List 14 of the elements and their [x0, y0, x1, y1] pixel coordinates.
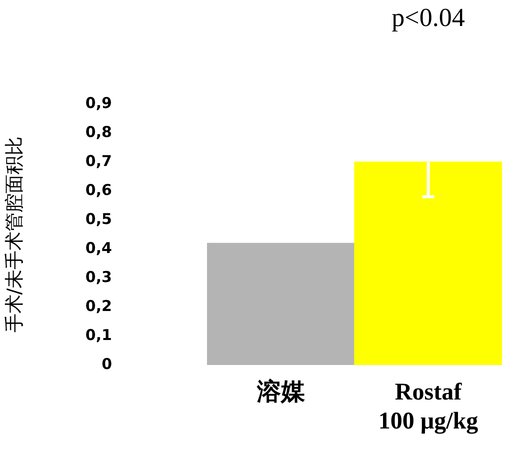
y-tick-label: 0,5	[85, 210, 112, 228]
y-tick-label: 0,3	[85, 268, 112, 286]
y-tick-label: 0,8	[85, 122, 112, 141]
text: p<0.04	[392, 2, 465, 32]
y-tick-label: 0,9	[85, 94, 112, 112]
y-tick-label: 0,6	[85, 180, 112, 199]
y-tick-label: 0,2	[85, 296, 112, 315]
y-axis-title: 手术/未手术管腔面积比	[3, 136, 26, 333]
x-tick-label: Rostaf 100 µg/kg	[378, 380, 478, 434]
y-tick-label: 0,7	[85, 152, 112, 170]
x-tick-label: 溶媒	[256, 378, 305, 406]
y-tick-label: 0	[102, 354, 112, 373]
y-tick-label: 0,1	[85, 326, 112, 344]
y-tick-label: 0,4	[85, 238, 112, 257]
